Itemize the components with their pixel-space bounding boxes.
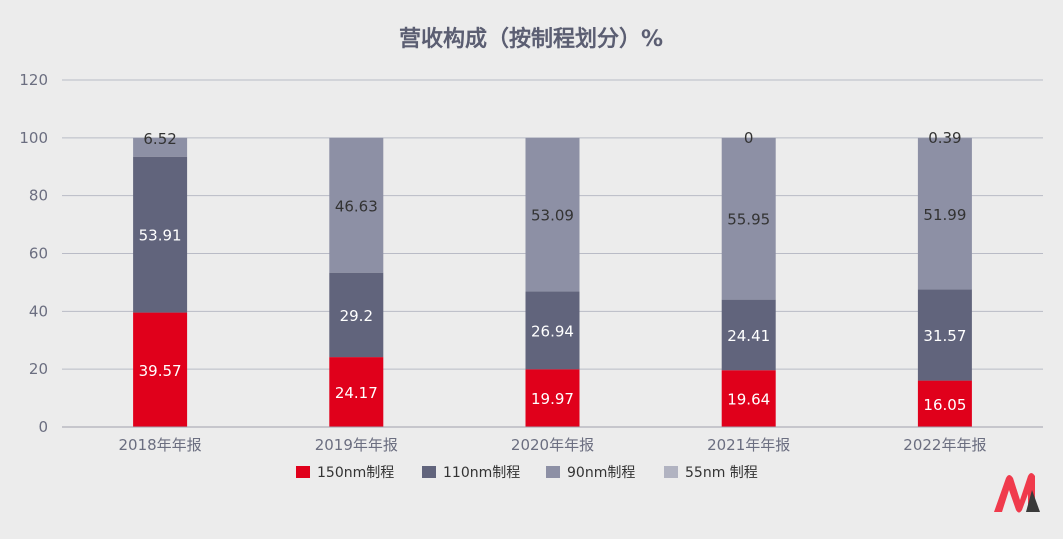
x-tick-label: 2019年年报 [315, 436, 398, 454]
y-tick-label: 20 [29, 360, 48, 378]
legend-label: 150nm制程 [317, 465, 394, 481]
data-label: 16.05 [923, 396, 966, 414]
bar-segment [133, 312, 188, 427]
x-axis: 2018年年报 2019年年报 2020年年报 2021年年报 2022年年报 [62, 426, 1043, 454]
data-label: 51.99 [923, 206, 966, 224]
bar-segment [525, 291, 580, 370]
x-tick-label: 2022年年报 [903, 436, 986, 454]
y-tick-label: 0 [38, 418, 48, 436]
legend-item: 110nm制程 [422, 465, 520, 481]
data-label: 6.52 [143, 130, 176, 148]
bar-segment [525, 137, 580, 292]
data-label: 19.64 [727, 391, 770, 409]
bar-segment [133, 156, 188, 313]
legend-label: 90nm制程 [567, 465, 635, 481]
bar-segment [917, 289, 972, 381]
data-label: 0 [744, 129, 754, 147]
data-labels: 39.57 24.17 19.97 19.64 16.05 53.91 29.2 26.94 2… [139, 129, 967, 414]
bar-segment [133, 137, 188, 157]
bar-segment [329, 357, 384, 427]
y-tick-label: 80 [29, 187, 48, 205]
legend-swatch [296, 466, 310, 478]
x-tick-label: 2021年年报 [707, 436, 790, 454]
data-label: 46.63 [335, 197, 378, 215]
bar-segment [917, 138, 972, 290]
legend-swatch [422, 466, 436, 478]
legend-swatch [664, 466, 678, 478]
data-label: 31.57 [923, 327, 966, 345]
legend-label: 110nm制程 [443, 465, 520, 481]
y-axis: 0 20 40 60 80 100 120 [19, 71, 48, 436]
data-label: 19.97 [531, 390, 574, 408]
legend-label: 55nm 制程 [685, 465, 758, 481]
data-label: 55.95 [727, 211, 770, 229]
y-tick-label: 40 [29, 302, 48, 320]
data-label: 39.57 [139, 362, 182, 380]
y-tick-label: 100 [19, 129, 48, 147]
bar-segment [721, 137, 776, 300]
bar-segment [721, 299, 776, 371]
x-tick-label: 2020年年报 [511, 436, 594, 454]
bars [133, 137, 972, 427]
legend-item: 55nm 制程 [664, 465, 758, 481]
legend-swatch [546, 466, 560, 478]
legend: 150nm制程 110nm制程 90nm制程 55nm 制程 [296, 465, 758, 481]
bar-segment [917, 380, 972, 427]
x-tick-label: 2018年年报 [119, 436, 202, 454]
legend-item: 150nm制程 [296, 465, 394, 481]
y-tick-label: 60 [29, 245, 48, 263]
data-label: 24.17 [335, 384, 378, 402]
bar-segment [525, 369, 580, 427]
data-label: 53.09 [531, 207, 574, 225]
bar-segment [329, 137, 384, 273]
logo-dark-stroke [1026, 490, 1040, 512]
y-tick-label: 120 [19, 71, 48, 89]
data-label: 0.39 [928, 129, 961, 147]
data-label: 24.41 [727, 327, 770, 345]
brand-logo-icon [994, 473, 1040, 513]
data-label: 53.91 [139, 227, 182, 245]
bar-segment [917, 137, 972, 139]
logo-red-stroke [994, 473, 1035, 513]
bar-segment [721, 370, 776, 427]
chart-title: 营收构成（按制程划分）% [399, 26, 663, 52]
legend-item: 90nm制程 [546, 465, 635, 481]
bar-segment [329, 272, 384, 358]
data-label: 29.2 [340, 307, 373, 325]
data-label: 26.94 [531, 322, 574, 340]
